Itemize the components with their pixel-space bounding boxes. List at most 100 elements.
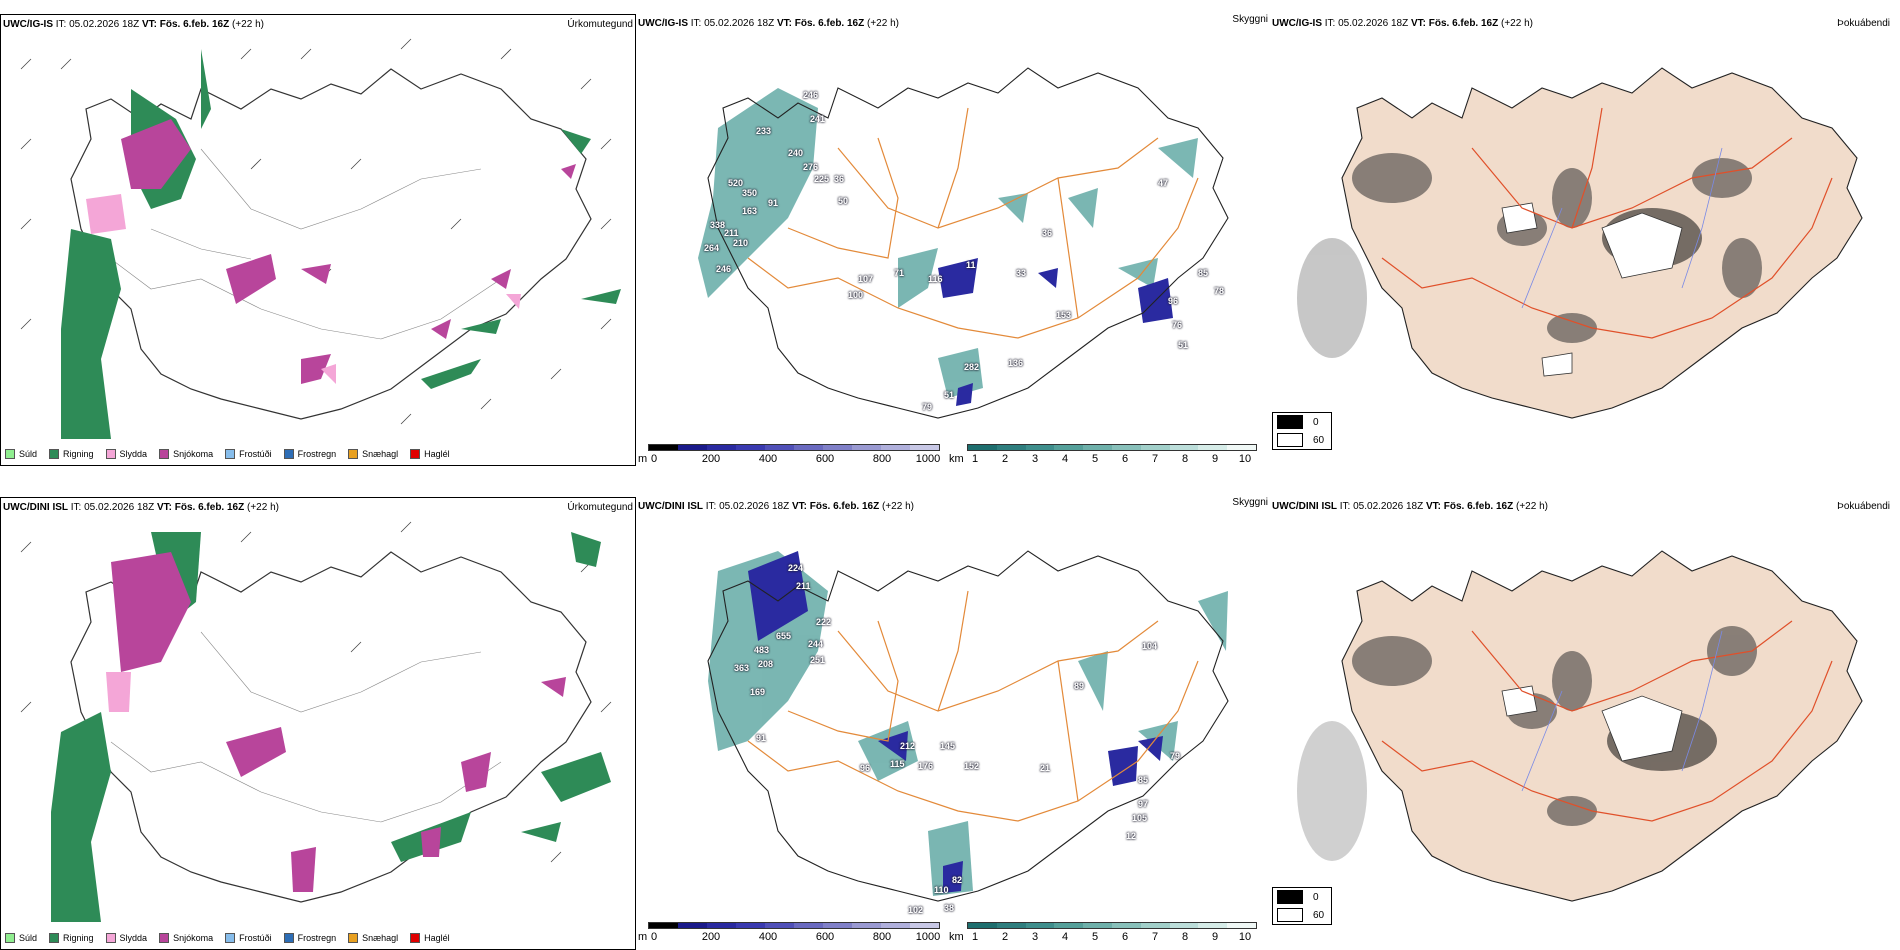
ceiling-value-label: 36 — [834, 174, 845, 184]
ceiling-value-label: 91 — [756, 733, 767, 743]
legend-item: Snjókoma — [159, 449, 213, 459]
iceland-outline — [707, 67, 1229, 419]
vt-value: Fös. 6.feb. 16Z — [809, 501, 880, 512]
vt-label: VT: — [1425, 501, 1441, 512]
ceiling-value-label: 79 — [922, 402, 933, 412]
ceiling-value-label: 85 — [1198, 268, 1209, 278]
ceiling-value-label: 79 — [1170, 751, 1181, 761]
visibility-colorbar: km 1 2 3 4 5 6 7 8 9 10 — [949, 444, 1259, 466]
precip-sleet — [106, 672, 131, 712]
fog-panel-top: UWC/IG-IS IT: 05.02.2026 18Z VT: Fös. 6.… — [1272, 14, 1900, 466]
wind-barbs — [20, 521, 612, 863]
ceiling-value-label: 282 — [964, 362, 980, 372]
ceiling-value-label: 136 — [1008, 358, 1024, 368]
ceiling-value-label: 107 — [858, 274, 874, 284]
iceland-outline — [707, 550, 1229, 902]
ceiling-value-label: 163 — [742, 206, 758, 216]
legend-item: Frostúði — [225, 449, 272, 459]
lead-time: (+22 h) — [867, 18, 899, 29]
it-label: IT: — [1339, 501, 1351, 512]
rivers — [1521, 630, 1723, 792]
visibility-colorbar: km 1 2 3 4 5 6 7 8 9 10 — [949, 922, 1259, 944]
ceiling-value-label: 251 — [810, 655, 826, 665]
model-name: UWC/IG-IS — [3, 19, 53, 30]
roads — [1381, 107, 1833, 339]
iceland-land — [1341, 67, 1863, 419]
ceiling-value-label: 96 — [860, 763, 871, 773]
vt-value: Fös. 6.feb. 16Z — [1428, 18, 1499, 29]
ceiling-value-label: 51 — [944, 390, 955, 400]
ceiling-value-label: 276 — [803, 162, 819, 172]
visibility-map — [707, 550, 1229, 902]
roads — [110, 631, 502, 823]
iceland-land — [1341, 550, 1863, 902]
it-value: 05.02.2026 18Z — [84, 502, 155, 513]
visibility-map — [698, 67, 1229, 419]
glaciers — [1501, 685, 1683, 762]
model-name: UWC/DINI ISL — [638, 501, 703, 512]
it-label: IT: — [690, 18, 702, 29]
panel-header: UWC/IG-IS IT: 05.02.2026 18Z VT: Fös. 6.… — [1272, 18, 1900, 30]
it-value: 05.02.2026 18Z — [1338, 18, 1409, 29]
ceiling-colorbar: m 0 200 400 600 800 1000 — [638, 444, 948, 466]
ceiling-value-label: 246 — [716, 264, 732, 274]
ceiling-value-label: 12 — [1126, 831, 1137, 841]
visibility-panel-bottom: UWC/DINI ISL IT: 05.02.2026 18Z VT: Fös.… — [638, 497, 1270, 950]
legend-item: Frostregn — [283, 449, 336, 459]
roads — [747, 590, 1199, 822]
precip-type-panel-bottom: UWC/DINI ISL IT: 05.02.2026 18Z VT: Fös.… — [0, 497, 636, 950]
precip-map — [20, 521, 612, 922]
lead-time: (+22 h) — [882, 501, 914, 512]
ceiling-value-label: 105 — [1132, 813, 1148, 823]
wind-barbs — [20, 38, 612, 425]
ceiling-value-label: 244 — [808, 639, 824, 649]
ceiling-value-label: 116 — [928, 274, 943, 284]
panel-header: UWC/IG-IS IT: 05.02.2026 18Z VT: Fös. 6.… — [638, 18, 1270, 30]
vt-label: VT: — [1410, 18, 1426, 29]
ceiling-value-label: 169 — [750, 687, 766, 697]
precip-sleet — [86, 194, 521, 384]
ceiling-value-label: 76 — [1172, 320, 1183, 330]
ceiling-unit: m — [638, 931, 648, 943]
it-label: IT: — [705, 501, 717, 512]
panel-title: Úrkomutegund — [567, 502, 633, 513]
ceiling-value-label: 153 — [1056, 310, 1072, 320]
ceiling-value-label: 50 — [838, 196, 849, 206]
lead-time: (+22 h) — [232, 19, 264, 30]
ceiling-value-label: 115 — [890, 759, 905, 769]
ceiling-fields — [938, 258, 1173, 406]
it-value: 05.02.2026 18Z — [69, 19, 140, 30]
ceiling-value-label: 655 — [776, 631, 792, 641]
precip-snow — [111, 552, 566, 892]
ceiling-value-label: 89 — [1074, 681, 1085, 691]
legend-item: Slydda — [105, 933, 147, 943]
model-name: UWC/DINI ISL — [1272, 501, 1337, 512]
legend-item: Slydda — [105, 449, 147, 459]
ceiling-value-label: 91 — [768, 198, 779, 208]
legend-item: Snæhagl — [348, 449, 398, 459]
lead-time: (+22 h) — [1501, 18, 1533, 29]
roads — [747, 107, 1199, 339]
precip-legend: Súld Rigning Slydda Snjókoma Frostúði Fr… — [5, 449, 450, 459]
ceiling-value-label: 338 — [710, 220, 726, 230]
panel-header: UWC/IG-IS IT: 05.02.2026 18Z VT: Fös. 6.… — [3, 19, 635, 31]
ceiling-value-label: 102 — [908, 905, 924, 915]
ceiling-value-label: 36 — [1042, 228, 1053, 238]
ceiling-value-label: 110 — [934, 885, 949, 895]
ceiling-value-label: 222 — [816, 617, 832, 627]
panel-header: UWC/DINI ISL IT: 05.02.2026 18Z VT: Fös.… — [638, 501, 1270, 513]
ceiling-value-label: 100 — [848, 290, 864, 300]
vt-label: VT: — [156, 502, 172, 513]
vt-value: Fös. 6.feb. 16Z — [1443, 501, 1514, 512]
legend-item: Frostregn — [283, 933, 336, 943]
ceiling-value-label: 241 — [810, 114, 826, 124]
ceiling-value-label: 212 — [900, 741, 916, 751]
panel-title: Skyggni — [1232, 14, 1268, 25]
ceiling-value-label: 51 — [1178, 340, 1189, 350]
legend-item: Súld — [5, 933, 37, 943]
ceiling-value-label: 264 — [704, 243, 720, 253]
ceiling-value-label: 104 — [1142, 641, 1158, 651]
fog-legend: 0 60 — [1272, 412, 1332, 450]
roads — [110, 148, 502, 340]
vt-value: Fös. 6.feb. 16Z — [159, 19, 230, 30]
